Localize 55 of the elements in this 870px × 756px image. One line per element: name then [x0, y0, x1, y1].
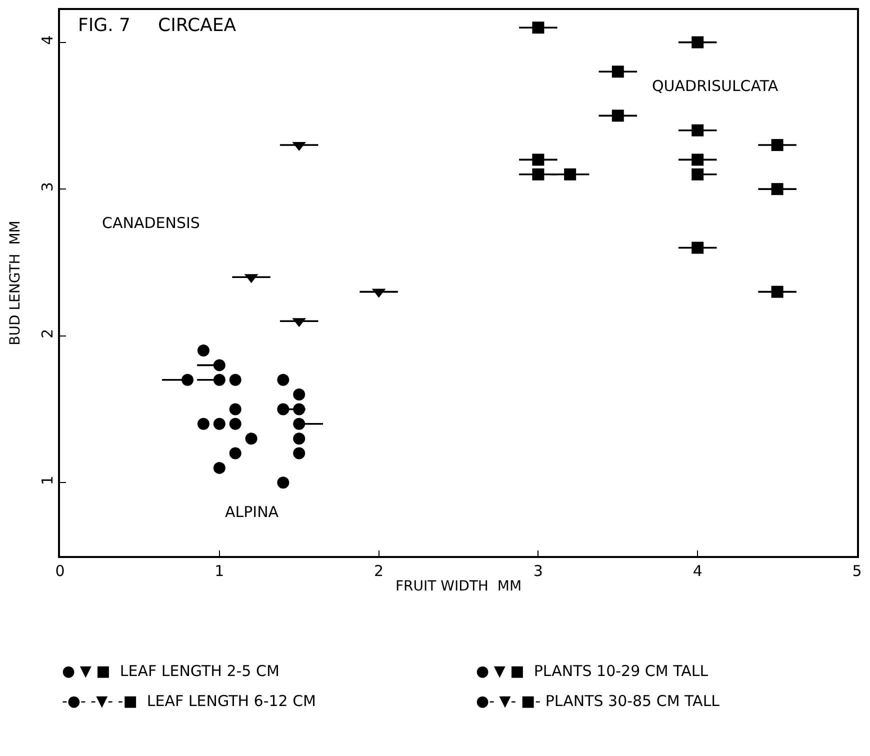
x-tick-label: 3	[533, 562, 543, 580]
point	[213, 374, 226, 386]
point	[213, 359, 226, 372]
point	[771, 183, 784, 196]
point	[771, 286, 784, 298]
y-tick-label: 3	[38, 182, 56, 192]
text: -●- -▼- -■ LEAF LENGTH 6-12 CM	[62, 692, 316, 710]
x-tick-label: 5	[852, 562, 862, 580]
point	[245, 432, 258, 445]
point	[277, 374, 290, 386]
point	[564, 168, 576, 180]
point	[229, 447, 242, 460]
point	[277, 476, 290, 489]
point	[197, 344, 210, 357]
point	[213, 418, 226, 430]
point	[182, 374, 194, 386]
point	[771, 139, 784, 152]
point	[612, 66, 624, 78]
point	[293, 432, 306, 445]
point	[612, 110, 624, 122]
point	[293, 388, 306, 401]
y-axis-title: BUD LENGTH MM	[7, 220, 24, 346]
point	[277, 403, 290, 416]
y-tick-label: 4	[38, 35, 56, 45]
point	[293, 418, 306, 430]
y-tick-label: 1	[38, 476, 56, 486]
point	[692, 154, 704, 166]
x-tick-label: 1	[214, 562, 224, 580]
point	[532, 168, 544, 180]
x-tick-label: 2	[374, 562, 384, 580]
x-tick-label: 0	[55, 562, 65, 580]
point	[229, 374, 242, 386]
point	[532, 154, 544, 166]
point	[293, 403, 306, 416]
y-tick-label: 2	[38, 328, 56, 338]
point	[197, 418, 210, 430]
point	[692, 242, 704, 254]
point	[293, 447, 306, 460]
x-tick-label: 4	[692, 562, 702, 580]
text: ●- ▼- ■- PLANTS 30-85 CM TALL	[476, 692, 720, 710]
point	[229, 418, 242, 430]
x-axis-title: FRUIT WIDTH MM	[395, 578, 522, 595]
annotation: ALPINA	[225, 503, 280, 521]
point	[692, 168, 704, 180]
point	[692, 124, 704, 136]
annotation: QUADRISULCATA	[652, 77, 779, 95]
annotation: CIRCAEA	[158, 15, 237, 36]
point	[229, 403, 242, 416]
point	[532, 22, 544, 34]
point	[213, 462, 226, 474]
annotation: FIG. 7	[78, 15, 131, 36]
text: ● ▼ ■ PLANTS 10-29 CM TALL	[476, 662, 709, 680]
annotation: CANADENSIS	[102, 214, 200, 232]
point	[692, 36, 704, 48]
text: ● ▼ ■ LEAF LENGTH 2-5 CM	[62, 662, 280, 680]
